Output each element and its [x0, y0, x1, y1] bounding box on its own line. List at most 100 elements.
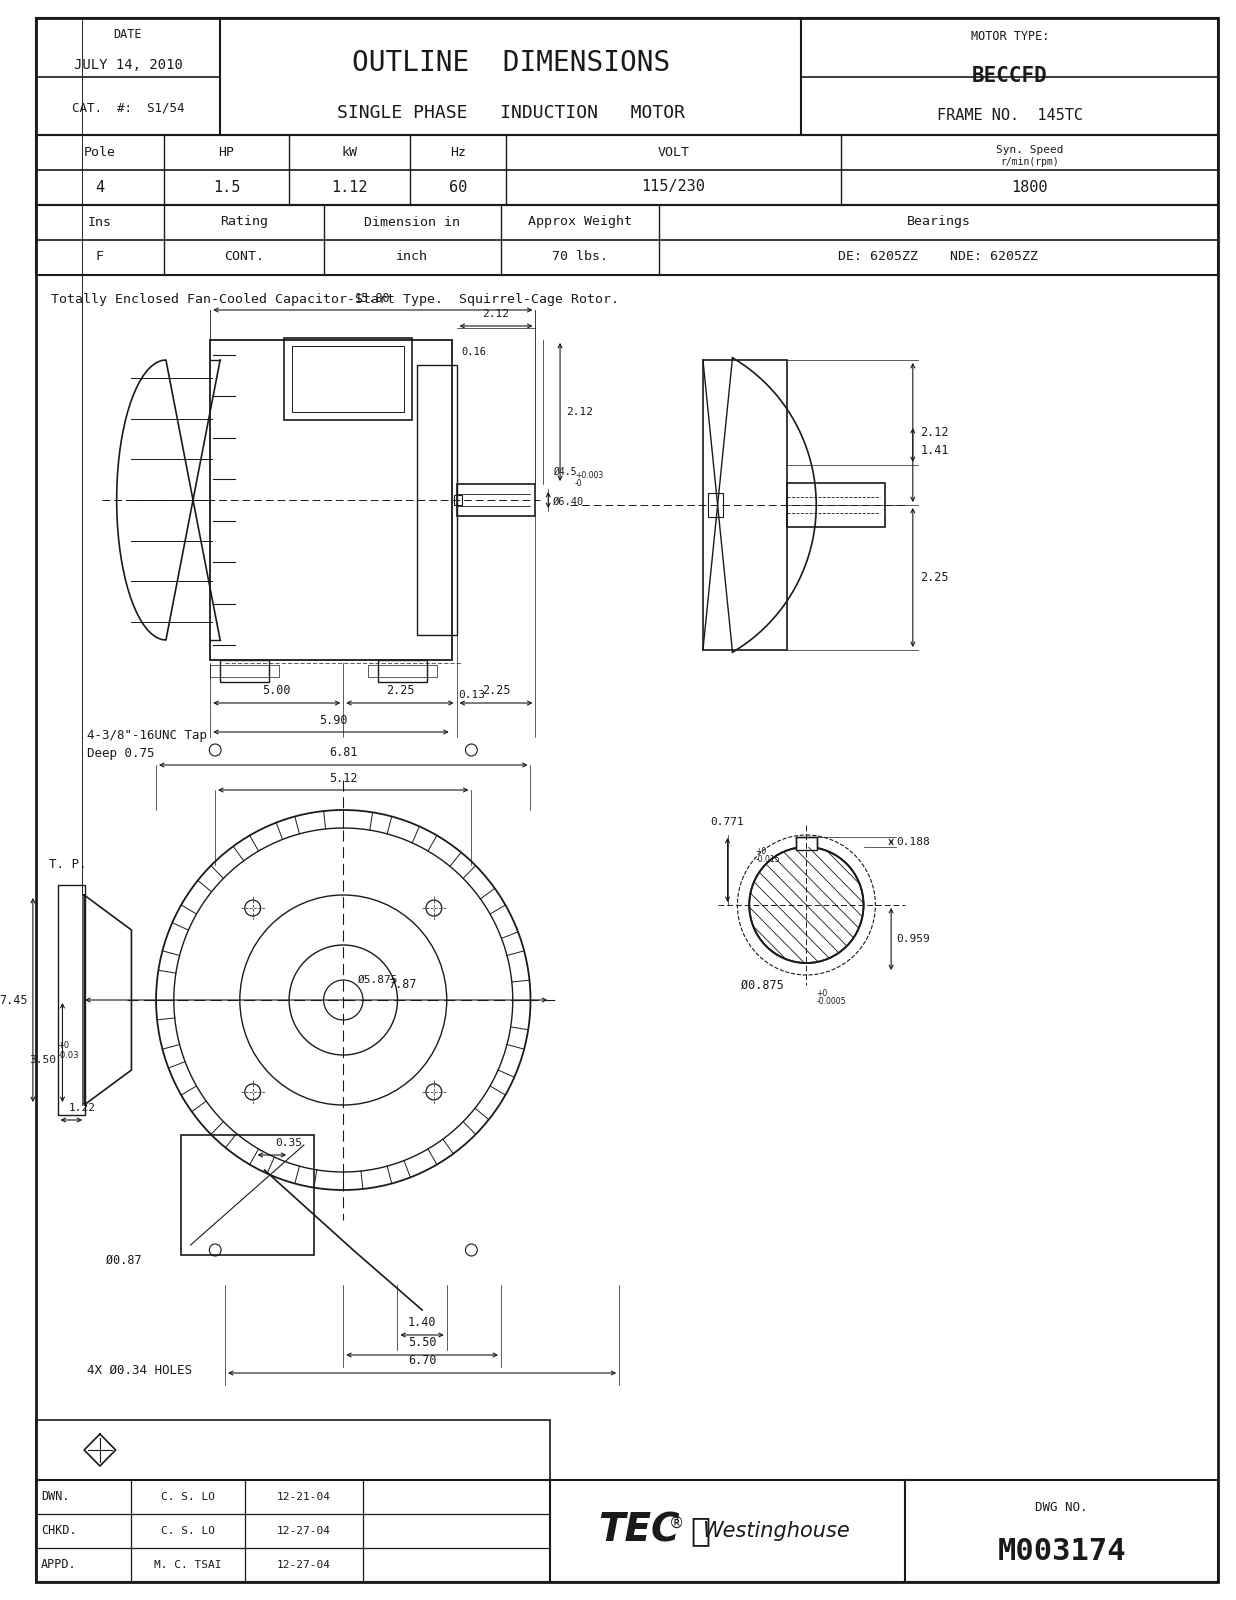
Text: 115/230: 115/230	[641, 179, 706, 195]
Text: DATE: DATE	[114, 27, 142, 40]
Text: DE: 6205ZZ    NDE: 6205ZZ: DE: 6205ZZ NDE: 6205ZZ	[838, 251, 1038, 264]
Text: 0.16: 0.16	[462, 347, 487, 357]
Bar	[703, 360, 786, 650]
Text: ®: ®	[669, 1515, 684, 1531]
Bar	[36, 1421, 550, 1480]
Text: Dimension in: Dimension in	[365, 216, 460, 229]
Text: -0.0005: -0.0005	[816, 997, 845, 1005]
Bar	[454, 494, 461, 506]
Text: Ø6.40: Ø6.40	[554, 498, 585, 507]
Bar	[708, 493, 723, 517]
Bar	[786, 483, 885, 526]
Text: C. S. LO: C. S. LO	[161, 1491, 215, 1502]
Text: 12-27-04: 12-27-04	[277, 1526, 331, 1536]
Text: 1.5: 1.5	[213, 179, 240, 195]
Bar	[418, 365, 456, 635]
Text: 3.50: 3.50	[30, 1054, 57, 1066]
Text: FRAME NO.  145TC: FRAME NO. 145TC	[937, 109, 1083, 123]
Text: 5.50: 5.50	[408, 1336, 436, 1349]
Text: r/min(rpm): r/min(rpm)	[1000, 157, 1059, 166]
Text: APPD.: APPD.	[41, 1558, 77, 1571]
Text: 6.70: 6.70	[408, 1355, 436, 1368]
Bar	[368, 666, 436, 677]
Text: 7.87: 7.87	[388, 979, 417, 992]
Text: 0.188: 0.188	[896, 837, 929, 846]
Text: 12-27-04: 12-27-04	[277, 1560, 331, 1570]
Text: Ø4.5: Ø4.5	[554, 467, 577, 477]
Text: 4X Ø0.34 HOLES: 4X Ø0.34 HOLES	[87, 1363, 192, 1376]
Text: -0.015: -0.015	[755, 856, 780, 864]
Text: Ins: Ins	[88, 216, 112, 229]
Text: HP: HP	[219, 146, 235, 158]
Bar	[180, 1134, 314, 1254]
Text: CAT.  #:  S1/54: CAT. #: S1/54	[72, 101, 184, 115]
Text: -0: -0	[575, 480, 582, 488]
Bar	[210, 341, 451, 659]
Text: 5.90: 5.90	[319, 714, 347, 726]
Text: 1.41: 1.41	[921, 443, 949, 456]
Text: 2.12: 2.12	[482, 309, 509, 318]
Text: DWG NO.: DWG NO.	[1036, 1501, 1088, 1514]
Text: Ø5.875: Ø5.875	[357, 974, 398, 986]
Text: inch: inch	[397, 251, 428, 264]
Text: M. C. TSAI: M. C. TSAI	[154, 1560, 221, 1570]
Text: C. S. LO: C. S. LO	[161, 1526, 215, 1536]
Text: 4-3/8"-16UNC Tap: 4-3/8"-16UNC Tap	[87, 728, 208, 741]
Text: +0: +0	[58, 1040, 69, 1050]
Text: Totally Enclosed Fan-Cooled Capacitor-Start Type.  Squirrel-Cage Rotor.: Totally Enclosed Fan-Cooled Capacitor-St…	[51, 293, 619, 307]
Bar	[36, 134, 1219, 205]
Text: 1.40: 1.40	[408, 1317, 436, 1330]
Text: SINGLE PHASE   INDUCTION   MOTOR: SINGLE PHASE INDUCTION MOTOR	[336, 104, 685, 122]
Text: 15.80: 15.80	[355, 291, 391, 304]
Text: F: F	[96, 251, 104, 264]
Text: MOTOR TYPE:: MOTOR TYPE:	[970, 29, 1049, 43]
Text: Syn. Speed: Syn. Speed	[996, 146, 1063, 155]
Bar	[220, 659, 269, 682]
Text: Rating: Rating	[220, 216, 268, 229]
Text: 6.81: 6.81	[329, 746, 357, 758]
Text: 0.35: 0.35	[276, 1138, 303, 1149]
Text: CHKD.: CHKD.	[41, 1525, 77, 1538]
Text: Approx Weight: Approx Weight	[528, 216, 632, 229]
Text: JULY 14, 2010: JULY 14, 2010	[74, 58, 183, 72]
Bar	[284, 338, 413, 419]
Text: 2.12: 2.12	[566, 406, 593, 418]
Text: Ⓢ: Ⓢ	[690, 1515, 709, 1547]
Text: DWN.: DWN.	[41, 1491, 69, 1504]
Text: 5.12: 5.12	[329, 771, 357, 784]
Bar	[36, 1480, 1219, 1582]
Text: Bearings: Bearings	[906, 216, 970, 229]
Text: 1.22: 1.22	[69, 1102, 95, 1114]
Text: TEC: TEC	[598, 1512, 680, 1550]
Text: 1800: 1800	[1011, 179, 1048, 195]
Bar	[210, 666, 279, 677]
Circle shape	[749, 846, 864, 963]
Bar	[292, 346, 404, 411]
Text: 2.12: 2.12	[921, 426, 949, 438]
Text: 2.25: 2.25	[921, 571, 949, 584]
Text: +0: +0	[755, 848, 766, 856]
Text: 2.25: 2.25	[386, 685, 414, 698]
Text: T. P.: T. P.	[48, 859, 87, 872]
Bar	[36, 205, 1219, 275]
Text: VOLT: VOLT	[658, 146, 690, 158]
Text: Deep 0.75: Deep 0.75	[87, 747, 154, 760]
Text: 60: 60	[449, 179, 467, 195]
Text: -0.03: -0.03	[58, 1051, 79, 1059]
Text: +0: +0	[816, 989, 827, 997]
Text: +0.003: +0.003	[575, 472, 603, 480]
Bar	[58, 885, 85, 1115]
Text: 5.00: 5.00	[262, 685, 290, 698]
Text: Ø0.875: Ø0.875	[740, 979, 784, 992]
Text: Hz: Hz	[450, 146, 466, 158]
Text: 2.25: 2.25	[482, 685, 510, 698]
Bar	[378, 659, 428, 682]
Text: OUTLINE  DIMENSIONS: OUTLINE DIMENSIONS	[352, 50, 670, 77]
Text: 0.959: 0.959	[896, 934, 929, 944]
Text: Ø0.87: Ø0.87	[105, 1253, 141, 1267]
Text: 0.13: 0.13	[457, 690, 485, 701]
Text: 7.45: 7.45	[0, 994, 27, 1006]
Bar	[456, 483, 535, 515]
Text: 70 lbs.: 70 lbs.	[551, 251, 608, 264]
Text: CONT.: CONT.	[224, 251, 263, 264]
